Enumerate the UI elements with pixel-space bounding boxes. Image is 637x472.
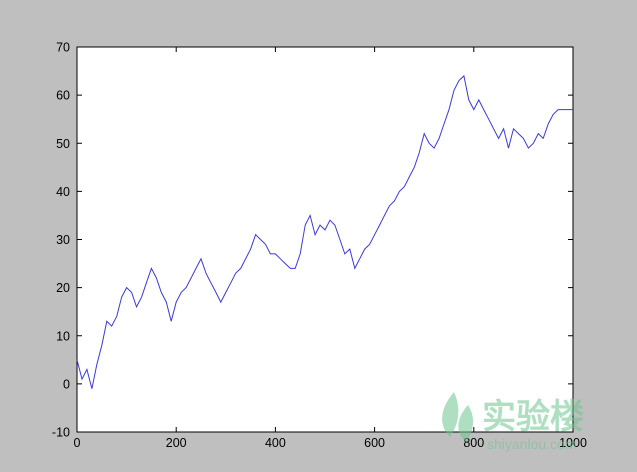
watermark: 实验楼 shiyanlou.com <box>442 392 584 452</box>
x-tick-label: 600 <box>364 436 385 450</box>
y-tick-label: 20 <box>56 281 70 295</box>
x-tick-label: 0 <box>74 436 81 450</box>
axis-tick-labels: 0 200 400 600 800 1000 -10 0 10 20 30 40 50 60 70 <box>52 41 587 451</box>
axis-ticks <box>76 46 574 433</box>
x-tick-label: 400 <box>265 436 286 450</box>
y-tick-label: 30 <box>56 233 70 247</box>
y-tick-label: 40 <box>56 185 70 199</box>
y-tick-label: 10 <box>56 329 70 343</box>
x-tick-label: 200 <box>166 436 187 450</box>
y-tick-label: -10 <box>52 426 70 440</box>
watermark-text-cn: 实验楼 <box>482 397 584 437</box>
plot-area <box>76 46 574 433</box>
y-tick-label: 50 <box>56 137 70 151</box>
y-tick-label: 0 <box>63 377 70 391</box>
x-tick-label: 1000 <box>559 436 587 450</box>
x-tick-label: 800 <box>463 436 484 450</box>
series-line <box>76 74 573 389</box>
leaf-logo-icon <box>442 392 474 442</box>
watermark-text-en: shiyanlou.com <box>487 436 577 452</box>
y-tick-label: 60 <box>56 89 70 103</box>
y-tick-label: 70 <box>56 41 70 55</box>
